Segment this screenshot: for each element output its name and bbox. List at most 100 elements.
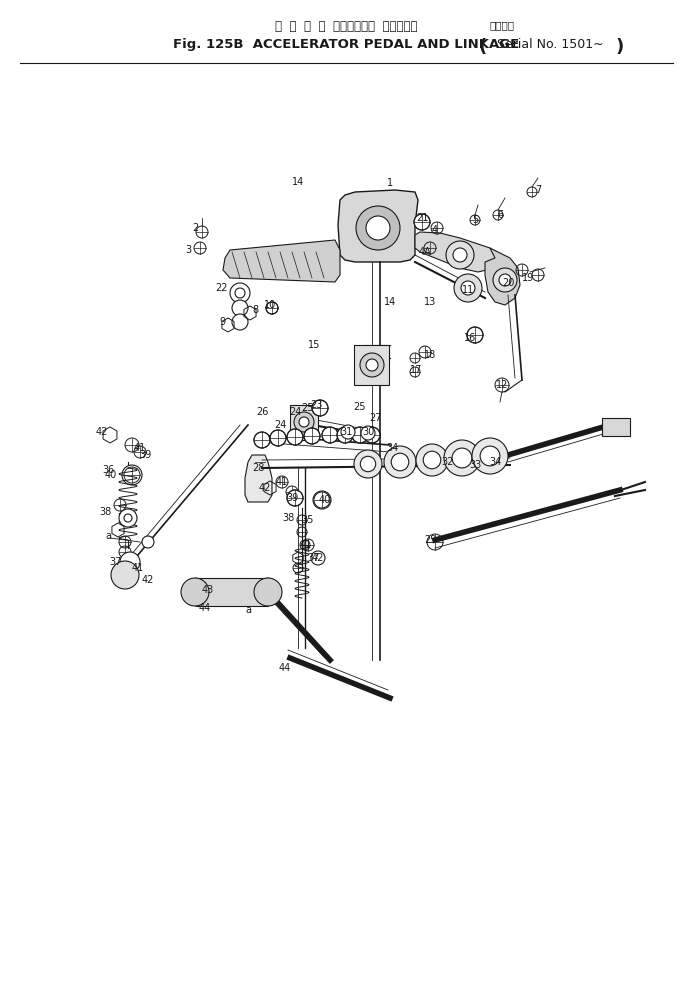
Circle shape [354, 450, 382, 478]
Circle shape [311, 551, 325, 565]
Text: 41: 41 [134, 443, 146, 453]
Text: 3: 3 [185, 245, 191, 255]
Text: 42: 42 [96, 427, 108, 437]
Text: 31: 31 [340, 427, 352, 437]
Text: 44: 44 [279, 663, 291, 673]
Text: 24: 24 [274, 420, 286, 430]
Text: Serial No. 1501∼: Serial No. 1501∼ [497, 38, 604, 51]
Text: 4A: 4A [419, 247, 431, 257]
Text: 37: 37 [308, 553, 320, 563]
Text: 33: 33 [469, 460, 481, 470]
Circle shape [287, 490, 303, 506]
Circle shape [341, 425, 355, 439]
Circle shape [352, 427, 368, 443]
Circle shape [454, 274, 482, 302]
Text: 39: 39 [286, 493, 298, 503]
Text: 12: 12 [495, 380, 508, 390]
Text: 18: 18 [424, 350, 436, 360]
Text: a: a [245, 605, 251, 615]
Text: 14: 14 [384, 297, 396, 307]
Circle shape [122, 465, 142, 485]
Circle shape [360, 457, 376, 472]
Text: 27: 27 [369, 413, 381, 423]
Circle shape [416, 444, 448, 476]
Bar [196, 578, 268, 606]
Text: 41: 41 [132, 563, 144, 573]
Text: 41: 41 [276, 477, 288, 487]
Circle shape [360, 353, 384, 377]
Text: 24: 24 [289, 407, 301, 417]
Circle shape [366, 359, 378, 371]
Text: 19: 19 [522, 273, 534, 283]
Text: 29: 29 [424, 535, 436, 545]
Ellipse shape [193, 578, 199, 606]
Circle shape [124, 514, 132, 522]
Circle shape [266, 302, 278, 314]
Text: 40: 40 [105, 470, 117, 480]
Text: 40: 40 [319, 495, 331, 505]
Text: 36: 36 [102, 465, 114, 475]
Text: 25: 25 [353, 402, 366, 412]
Text: 28: 28 [252, 463, 264, 473]
Circle shape [472, 438, 508, 474]
Circle shape [392, 453, 409, 471]
Text: 5: 5 [472, 215, 478, 225]
Text: 42: 42 [258, 483, 271, 493]
Text: 35: 35 [302, 515, 314, 525]
Circle shape [312, 400, 328, 416]
Circle shape [235, 288, 245, 298]
Text: 16: 16 [464, 333, 476, 343]
Circle shape [444, 440, 480, 476]
Text: 通用号機: 通用号機 [490, 20, 515, 30]
Text: ): ) [616, 38, 624, 56]
Text: 22: 22 [216, 283, 228, 293]
Circle shape [453, 248, 467, 262]
Polygon shape [415, 232, 500, 272]
Circle shape [423, 451, 441, 469]
Circle shape [142, 536, 154, 548]
Circle shape [461, 281, 475, 295]
Text: a: a [105, 531, 111, 541]
Circle shape [366, 216, 390, 240]
Bar [602, 418, 630, 436]
Text: 38: 38 [282, 513, 294, 523]
Text: 43: 43 [202, 585, 214, 595]
Text: 9: 9 [219, 317, 225, 327]
Text: 34: 34 [386, 443, 398, 453]
Text: 11: 11 [462, 285, 474, 295]
Polygon shape [338, 190, 418, 262]
Circle shape [232, 300, 248, 316]
Circle shape [120, 552, 140, 572]
Text: ア  ク  セ  ル  ペダルおよび  リンケージ: ア ク セ ル ペダルおよび リンケージ [274, 20, 417, 33]
Circle shape [294, 412, 314, 432]
Text: 26: 26 [256, 407, 268, 417]
Circle shape [322, 427, 338, 443]
Text: 34: 34 [489, 457, 501, 467]
Circle shape [499, 274, 511, 286]
Circle shape [181, 578, 209, 606]
Circle shape [254, 578, 282, 606]
Circle shape [384, 446, 416, 478]
Circle shape [230, 283, 250, 303]
Circle shape [337, 427, 353, 443]
Polygon shape [485, 248, 520, 305]
Text: 44: 44 [199, 603, 211, 613]
Text: 10: 10 [264, 300, 276, 310]
Circle shape [414, 214, 430, 230]
Text: 2: 2 [192, 223, 198, 233]
Polygon shape [245, 455, 272, 502]
Circle shape [111, 561, 139, 589]
Text: 37: 37 [109, 557, 122, 567]
Text: 6: 6 [497, 210, 503, 220]
Circle shape [493, 268, 517, 292]
Text: 8: 8 [252, 305, 258, 315]
Text: 4: 4 [432, 225, 438, 235]
Circle shape [270, 430, 286, 446]
Text: 39: 39 [139, 450, 151, 460]
Circle shape [446, 241, 474, 269]
Circle shape [313, 491, 331, 509]
Text: 7: 7 [535, 185, 541, 195]
Text: 17: 17 [410, 365, 422, 375]
Circle shape [254, 432, 270, 448]
Ellipse shape [265, 578, 271, 606]
